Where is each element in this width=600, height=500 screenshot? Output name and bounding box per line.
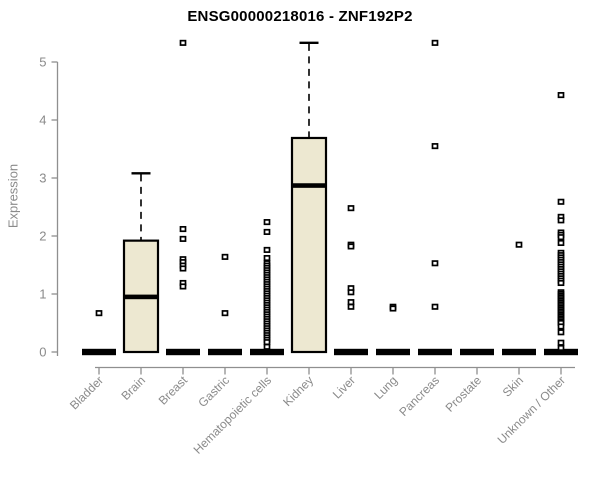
outlier-point (557, 279, 565, 287)
collapsed-box (166, 348, 200, 356)
collapsed-box (334, 348, 368, 356)
outlier-point (431, 260, 439, 267)
outlier-point (179, 235, 187, 242)
median-line (292, 183, 326, 188)
y-tick-label: 3 (39, 171, 46, 186)
outlier-point (263, 228, 271, 235)
collapsed-box (376, 348, 410, 356)
collapsed-box (250, 348, 284, 356)
outlier-point (557, 198, 565, 205)
outlier-point (557, 344, 565, 351)
x-category-label: Skin (500, 373, 526, 399)
outlier-point (95, 310, 103, 317)
y-tick-label: 2 (39, 229, 46, 244)
outlier-point (431, 39, 439, 46)
x-category-label: Brain (118, 373, 148, 403)
outlier-point (263, 254, 271, 262)
y-tick-label: 0 (39, 345, 46, 360)
x-category-label: Prostate (443, 373, 485, 415)
outlier-point (557, 92, 565, 99)
outlier-point (347, 243, 355, 250)
collapsed-box (208, 348, 242, 356)
outlier-point (347, 289, 355, 296)
outlier-point (221, 310, 229, 317)
outlier-point (179, 39, 187, 46)
collapsed-box (502, 348, 536, 356)
outlier-point (431, 303, 439, 310)
outlier-point (179, 225, 187, 233)
outlier-point (515, 241, 523, 248)
outlier-point (557, 217, 565, 224)
outlier-point (557, 323, 565, 330)
outlier-point (347, 205, 355, 212)
collapsed-box (460, 348, 494, 356)
y-tick-label: 5 (39, 55, 46, 70)
collapsed-box (82, 348, 116, 356)
x-category-label: Kidney (280, 373, 316, 409)
outlier-point (263, 343, 271, 350)
x-category-label: Gastric (195, 373, 232, 410)
outlier-point (431, 143, 439, 150)
x-category-label: Hematopoietic cells (191, 373, 274, 456)
x-category-label: Pancreas (396, 373, 442, 419)
outlier-point (221, 253, 229, 260)
y-tick-label: 4 (39, 113, 46, 128)
median-line (124, 294, 158, 300)
outlier-point (347, 303, 355, 310)
chart-title: ENSG00000218016 - ZNF192P2 (187, 8, 413, 25)
collapsed-box (418, 348, 452, 356)
outlier-point (263, 339, 271, 346)
outlier-point (389, 305, 397, 312)
collapsed-box (544, 348, 578, 356)
x-category-label: Breast (156, 373, 191, 408)
x-category-label: Liver (330, 373, 358, 401)
outlier-point (263, 219, 271, 226)
outlier-point (263, 246, 271, 253)
box-body (290, 136, 328, 354)
outlier-point (557, 329, 565, 336)
outlier-point (179, 265, 187, 272)
outlier-point (557, 339, 565, 346)
x-category-label: Lung (371, 373, 400, 402)
outlier-point (557, 234, 565, 241)
outlier-point (179, 283, 187, 290)
outlier-point (347, 299, 355, 306)
x-category-label: Bladder (67, 373, 106, 412)
y-tick-label: 1 (39, 287, 46, 302)
outlier-point (557, 239, 565, 247)
